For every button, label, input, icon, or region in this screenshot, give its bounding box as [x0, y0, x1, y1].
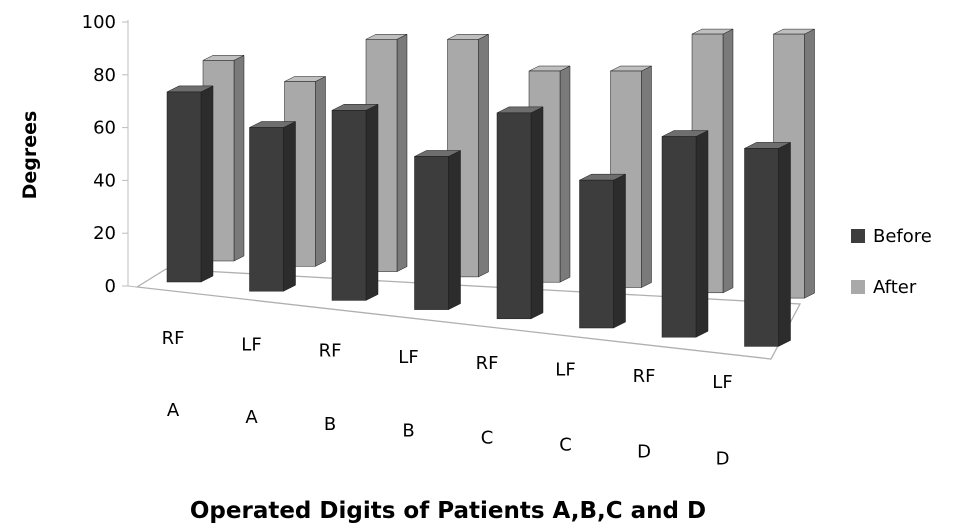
x-tick-label-patient: A: [167, 400, 180, 421]
y-tick-label: 40: [93, 170, 116, 191]
y-axis-title: Degrees: [19, 111, 41, 200]
bar-before: [744, 141, 791, 347]
y-tick-label: 60: [93, 118, 116, 139]
legend-swatch-before: [851, 229, 865, 243]
x-tick-label-digit: RF: [633, 366, 656, 387]
x-tick-label-patient: C: [559, 435, 572, 456]
x-tick-label-patient: D: [637, 441, 651, 462]
x-tick-label-digit: LF: [398, 347, 418, 368]
legend-label-after: After: [873, 277, 917, 298]
legend-swatch-after: [851, 280, 865, 294]
axes: 0 20 40 60 80 100: [82, 12, 802, 360]
x-tick-label-patient: C: [481, 428, 494, 449]
x-tick-label-digit: LF: [712, 372, 732, 393]
x-tick-label-patient: B: [324, 414, 336, 435]
y-tick-label: 100: [82, 12, 116, 33]
x-tick-label-patient: D: [716, 448, 730, 469]
floor-plane: [135, 268, 802, 360]
y-tick-label: 20: [93, 223, 116, 244]
bar-before: [414, 150, 461, 311]
y-tick-label: 0: [105, 276, 116, 297]
bar-before: [579, 173, 626, 329]
x-tick-label-patient: B: [402, 421, 414, 442]
bar-before: [166, 85, 214, 283]
y-tick-label: 80: [93, 65, 116, 86]
x-tick-label-digit: RF: [319, 341, 342, 362]
bar-before: [249, 121, 296, 292]
legend-label-before: Before: [873, 226, 932, 247]
bar-before: [496, 106, 544, 320]
x-tick-label-digit: LF: [241, 334, 261, 355]
x-tick-label-digit: RF: [476, 353, 499, 374]
bar-before: [331, 103, 379, 301]
x-axis-title: Operated Digits of Patients A,B,C and D: [190, 498, 706, 524]
bar-before: [661, 130, 709, 338]
bars: [166, 28, 815, 347]
x-tick-label-digit: RF: [162, 328, 185, 349]
x-tick-label-patient: A: [245, 407, 258, 428]
legend: Before After: [851, 226, 932, 298]
category-labels: RF A LF A RF B LF B RF C LF C RF D LF D: [162, 328, 733, 469]
x-tick-label-digit: LF: [555, 360, 575, 381]
